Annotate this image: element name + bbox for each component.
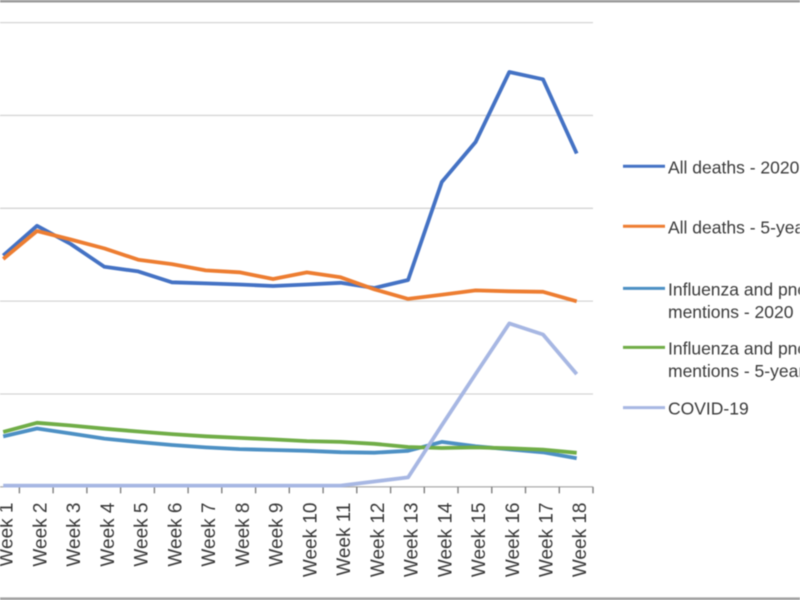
svg-text:Week 7: Week 7 — [199, 503, 220, 567]
svg-text:mentions - 5-year average: mentions - 5-year average — [668, 361, 800, 381]
svg-text:Week 10: Week 10 — [300, 503, 321, 578]
svg-text:Week 1: Week 1 — [0, 503, 18, 567]
svg-text:Influenza and pneumonia: Influenza and pneumonia — [668, 339, 800, 359]
svg-text:Week 16: Week 16 — [503, 503, 524, 578]
svg-text:Week 11: Week 11 — [334, 503, 355, 576]
svg-text:Week 15: Week 15 — [469, 502, 490, 577]
svg-text:All deaths - 5-year average: All deaths - 5-year average — [668, 217, 800, 237]
svg-text:Influenza and pneumonia: Influenza and pneumonia — [668, 280, 800, 300]
svg-text:Week 14: Week 14 — [435, 502, 456, 577]
svg-text:Week 17: Week 17 — [537, 503, 558, 578]
svg-text:Week 8: Week 8 — [233, 503, 254, 567]
svg-text:Week 13: Week 13 — [402, 503, 423, 578]
svg-text:Week 5: Week 5 — [132, 503, 153, 567]
svg-text:All deaths - 2020: All deaths - 2020 — [668, 157, 800, 177]
svg-text:mentions - 2020: mentions - 2020 — [668, 302, 794, 322]
svg-text:Week 12: Week 12 — [368, 503, 389, 578]
svg-text:Week 6: Week 6 — [165, 503, 186, 567]
svg-text:Week 4: Week 4 — [98, 502, 119, 567]
svg-text:Week 18: Week 18 — [570, 503, 591, 578]
svg-text:Week 9: Week 9 — [267, 503, 288, 567]
svg-text:Week 3: Week 3 — [64, 503, 85, 567]
svg-text:Week 2: Week 2 — [31, 503, 52, 567]
svg-text:COVID-19: COVID-19 — [668, 399, 749, 419]
